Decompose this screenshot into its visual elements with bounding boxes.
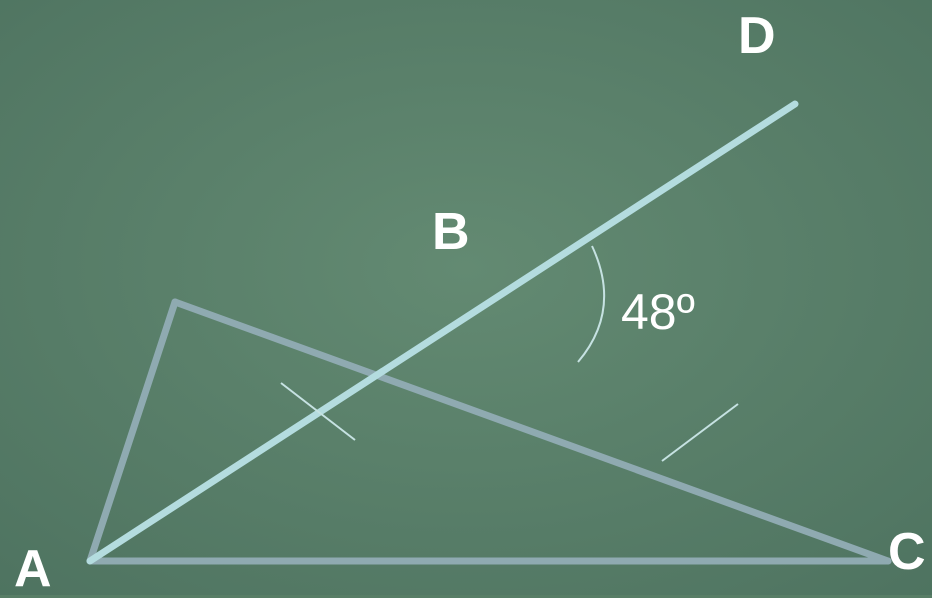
point-label-a: A — [14, 540, 52, 598]
point-label-b: B — [432, 203, 470, 261]
angle-arc — [577, 245, 606, 363]
tick-mark-right — [661, 403, 739, 462]
tick-mark-left — [280, 382, 356, 441]
angle-measure-label: 48º — [621, 284, 695, 340]
ray-ad — [86, 100, 799, 565]
point-label-d: D — [738, 7, 776, 65]
side-apex-c — [171, 298, 892, 565]
point-label-c: C — [888, 523, 926, 581]
side-a-apex — [86, 298, 179, 565]
